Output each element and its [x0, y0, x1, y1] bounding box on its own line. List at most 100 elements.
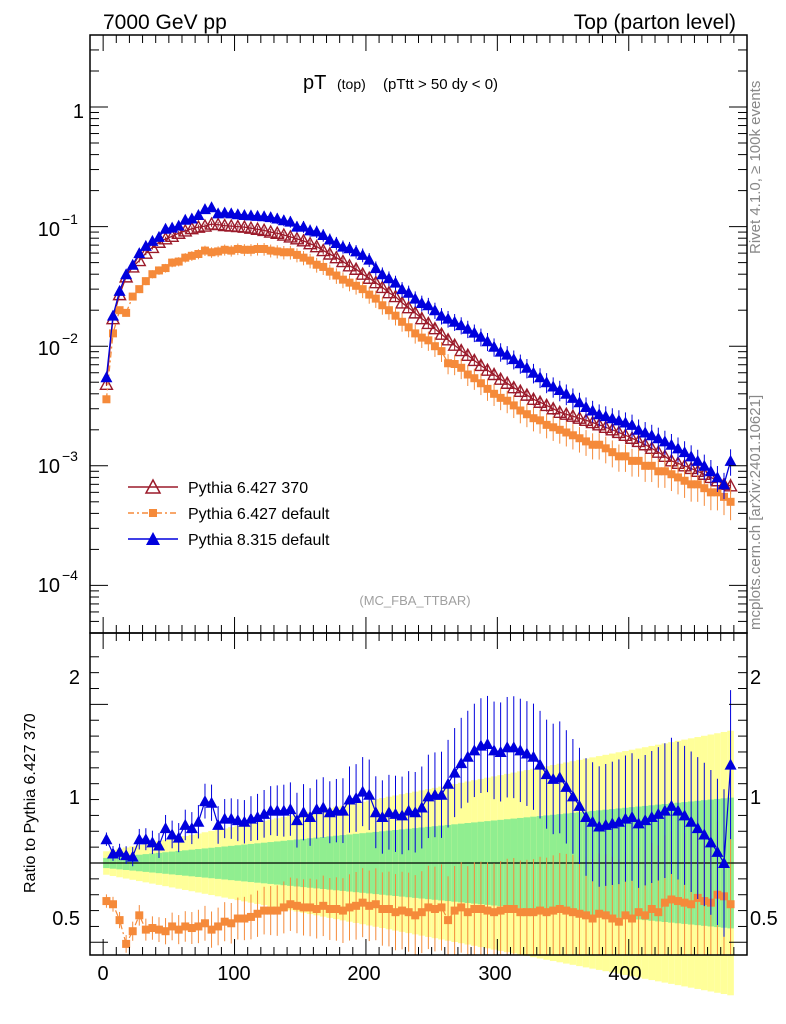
data-point: [704, 465, 717, 477]
data-point: [363, 253, 376, 265]
data-point: [680, 476, 689, 485]
data-point: [645, 429, 658, 441]
data-point: [302, 236, 318, 250]
data-point: [672, 442, 685, 454]
legend-label-p6-370: Pythia 6.427 370: [188, 480, 308, 497]
data-point: [611, 425, 627, 439]
legend-marker-p6-default: [149, 509, 157, 517]
series-1: [102, 243, 735, 521]
legend-entry-p8: Pythia 8.315 default: [128, 532, 330, 549]
data-point: [411, 329, 420, 338]
data-point: [718, 478, 731, 490]
ratio-point: [369, 806, 382, 818]
ratio-point: [279, 903, 288, 912]
ratio-point: [667, 895, 676, 904]
ratio-point: [376, 811, 389, 822]
ratio-point: [352, 901, 361, 910]
ratio-point: [100, 833, 113, 845]
data-point: [542, 420, 551, 429]
ratio-point: [568, 908, 577, 917]
data-point: [693, 480, 702, 489]
ratio-point: [529, 908, 538, 917]
ratio-point: [166, 828, 179, 840]
data-point: [286, 248, 295, 257]
ratio-point: [490, 908, 499, 917]
data-point: [547, 380, 560, 392]
data-point: [480, 362, 495, 376]
ratio-point: [152, 839, 165, 851]
ratio-point: [601, 911, 610, 920]
ratio-point: [536, 906, 545, 915]
ratio-ylabel: Ratio to Pythia 6.427 370: [22, 713, 39, 893]
data-point: [454, 343, 469, 357]
ratio-ytick-0_5-right: 0.5: [750, 908, 778, 930]
data-point: [619, 416, 632, 428]
ratio-point: [435, 788, 448, 800]
ratio-point: [516, 908, 525, 917]
data-point: [422, 299, 435, 311]
data-point: [424, 336, 433, 345]
ratio-point: [442, 777, 455, 789]
data-point: [448, 315, 461, 327]
ratio-point: [214, 922, 223, 931]
xtick-label-100: 100: [217, 963, 250, 985]
ratio-point: [520, 747, 533, 759]
data-point: [338, 275, 347, 284]
ratio-point: [463, 908, 472, 917]
data-point: [427, 321, 443, 335]
data-point: [389, 276, 402, 288]
ratio-point: [608, 914, 617, 923]
data-point: [376, 268, 389, 280]
data-point: [595, 440, 604, 449]
analysis-watermark: (MC_FBA_TTBAR): [359, 593, 470, 608]
data-point: [591, 417, 607, 431]
ratio-point: [398, 906, 407, 915]
ytick-label-1e-4: 10: [38, 575, 60, 597]
data-point: [200, 246, 209, 255]
xtick-label-200: 200: [347, 963, 380, 985]
data-point: [106, 309, 119, 321]
data-point: [483, 384, 492, 393]
data-point: [309, 239, 324, 253]
data-point: [139, 239, 152, 251]
data-point: [481, 335, 494, 347]
data-point: [652, 432, 665, 444]
data-point: [532, 394, 548, 408]
ratio-point: [457, 903, 466, 912]
data-point: [270, 225, 285, 239]
ratio-point: [621, 911, 630, 920]
data-point: [296, 233, 311, 247]
data-point: [553, 384, 566, 396]
ratio-point: [108, 900, 117, 909]
ratio-point: [273, 906, 282, 915]
ratio-point: [336, 804, 349, 816]
ratio-point: [424, 903, 433, 912]
data-point: [192, 209, 205, 221]
ratio-point: [654, 908, 663, 917]
ratio-point: [126, 850, 139, 862]
data-point: [455, 319, 468, 331]
data-point: [488, 340, 501, 352]
data-point: [442, 312, 455, 324]
data-point: [539, 397, 554, 412]
ratio-point: [444, 916, 453, 925]
data-point: [122, 308, 131, 317]
data-point: [120, 268, 133, 280]
ratio-point: [711, 845, 724, 857]
legend-marker-p8: [146, 532, 160, 545]
data-point: [637, 437, 653, 451]
data-point: [276, 227, 291, 241]
data-point: [421, 315, 436, 330]
data-point: [593, 408, 606, 420]
data-point: [711, 471, 724, 483]
data-point: [621, 452, 630, 461]
ratio-point: [154, 925, 163, 934]
ratio-point: [704, 836, 717, 848]
data-point: [240, 245, 249, 254]
ratio-point: [549, 906, 558, 915]
data-point: [394, 295, 410, 309]
data-point: [343, 242, 356, 254]
data-point: [299, 253, 308, 262]
ratio-point: [698, 828, 711, 840]
